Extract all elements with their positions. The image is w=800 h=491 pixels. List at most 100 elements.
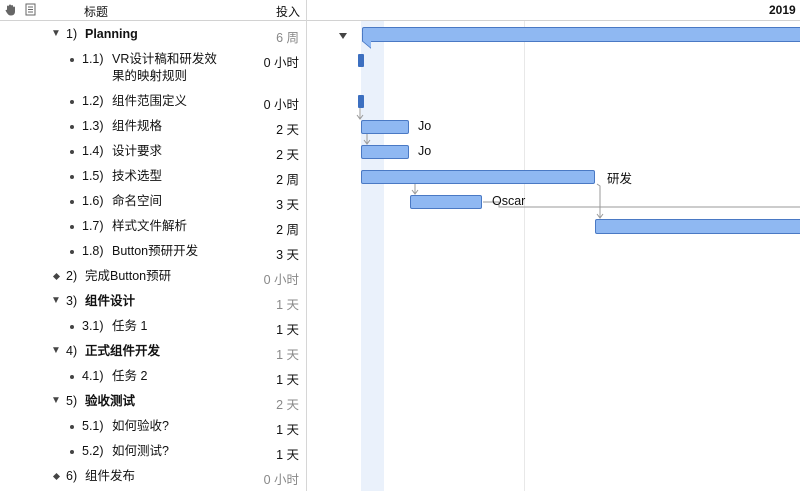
outline-task-row[interactable]: 1.5) 技术选型 2 周 [0,168,306,190]
outline-task-row[interactable]: 1.1) VR设计稿和研发效 果的映射规则 0 小时 [0,51,306,83]
outline-title[interactable]: 完成Button预研 [85,269,172,283]
outline-title-line: VR设计稿和研发效 [112,52,217,66]
outline-panel [0,21,306,491]
outline-group-row[interactable]: ▼ 1) Planning 6 周 [0,26,306,48]
outline-number: 4) [66,344,78,358]
task-bullet-icon [70,375,74,379]
gantt-milestone-1-2[interactable] [358,95,364,108]
connector-1-5-to-1-7 [596,183,604,219]
outline-group-row[interactable]: ▼ 4) 正式组件开发 1 天 [0,343,306,365]
outline-effort[interactable]: 0 小时 [263,473,299,487]
outline-title[interactable]: 技术选型 [112,169,163,183]
outline-effort[interactable]: 1 天 [276,298,299,312]
outline-task-row[interactable]: 1.4) 设计要求 2 天 [0,143,306,165]
timeline-gridline [524,21,525,491]
outline-title[interactable]: 任务 1 [112,319,148,333]
outline-title[interactable]: 如何验收? [112,419,169,433]
gantt-resource-label: Jo [418,119,432,133]
outline-task-row[interactable]: 3.1) 任务 1 1 天 [0,318,306,340]
outline-effort[interactable]: 2 天 [276,123,299,137]
column-header-title[interactable]: 标题 [84,5,109,19]
outline-title[interactable]: 验收测试 [85,394,136,408]
outline-effort[interactable]: 3 天 [276,248,299,262]
outline-title[interactable]: 正式组件开发 [85,344,161,358]
outline-title[interactable]: VR设计稿和研发效 果的映射规则 [112,51,217,85]
gantt-connectors [339,33,800,219]
outline-effort[interactable]: 1 天 [276,373,299,387]
connector-1-3-to-1-4 [363,133,371,145]
outline-effort[interactable]: 2 天 [276,398,299,412]
outline-task-row[interactable]: 4.1) 任务 2 1 天 [0,368,306,390]
outline-title[interactable]: Planning [85,27,138,41]
column-header-effort[interactable]: 投入 [276,5,301,19]
outline-title[interactable]: 命名空间 [112,194,163,208]
gantt-bar-1-4[interactable] [361,145,409,159]
disclosure-triangle-icon[interactable]: ▼ [51,345,61,356]
gantt-summary-bar-planning[interactable] [362,27,800,42]
outline-effort[interactable]: 2 周 [276,223,299,237]
outline-effort[interactable]: 0 小时 [263,273,299,287]
gantt-resource-label: Jo [418,144,432,158]
outline-title[interactable]: 任务 2 [112,369,148,383]
gantt-resource-label: Oscar [492,194,526,208]
outline-effort[interactable]: 1 天 [276,448,299,462]
outline-effort[interactable]: 1 天 [276,348,299,362]
hand-icon[interactable] [4,3,17,16]
outline-title[interactable]: 组件发布 [85,469,136,483]
outline-effort[interactable]: 2 天 [276,148,299,162]
outline-number: 1.8) [82,244,104,258]
note-icon[interactable] [24,3,37,16]
gantt-milestone-1-1[interactable] [358,54,364,67]
outline-effort[interactable]: 6 周 [276,31,299,45]
gantt-bar-1-6[interactable] [410,195,482,209]
outline-number: 1.6) [82,194,104,208]
outline-number: 2) [66,269,78,283]
outline-number: 4.1) [82,369,104,383]
milestone-diamond-icon [52,472,61,481]
outline-title[interactable]: Button预研开发 [112,244,199,258]
outline-effort[interactable]: 0 小时 [263,98,299,112]
outline-title[interactable]: 组件范围定义 [112,94,188,108]
outline-number: 3.1) [82,319,104,333]
outline-number: 5) [66,394,78,408]
disclosure-triangle-icon[interactable]: ▼ [51,28,61,39]
outline-milestone-row[interactable]: 2) 完成Button预研 0 小时 [0,268,306,290]
outline-title[interactable]: 如何测试? [112,444,169,458]
gantt-resource-label: 研发 [607,172,633,186]
gantt-bar-1-5[interactable] [361,170,595,184]
outline-number: 1.7) [82,219,104,233]
panel-divider[interactable] [306,0,307,491]
disclosure-triangle-icon[interactable]: ▼ [51,395,61,406]
outline-effort[interactable]: 1 天 [276,323,299,337]
outline-number: 3) [66,294,78,308]
outline-number: 5.2) [82,444,104,458]
task-bullet-icon [70,200,74,204]
task-bullet-icon [70,250,74,254]
outline-task-row[interactable]: 1.7) 样式文件解析 2 周 [0,218,306,240]
outline-effort[interactable]: 2 周 [276,173,299,187]
task-bullet-icon [70,425,74,429]
outline-number: 6) [66,469,78,483]
outline-task-row[interactable]: 1.8) Button预研开发 3 天 [0,243,306,265]
outline-title[interactable]: 组件设计 [85,294,136,308]
outline-group-row[interactable]: ▼ 5) 验收测试 2 天 [0,393,306,415]
gantt-bar-1-3[interactable] [361,120,409,134]
outline-group-row[interactable]: ▼ 3) 组件设计 1 天 [0,293,306,315]
outline-number: 1.1) [82,52,104,66]
outline-number: 1.2) [82,94,104,108]
outline-title[interactable]: 组件规格 [112,119,163,133]
outline-task-row[interactable]: 5.2) 如何测试? 1 天 [0,443,306,465]
outline-task-row[interactable]: 1.3) 组件规格 2 天 [0,118,306,140]
outline-task-row[interactable]: 5.1) 如何验收? 1 天 [0,418,306,440]
outline-effort[interactable]: 3 天 [276,198,299,212]
outline-task-row[interactable]: 1.2) 组件范围定义 0 小时 [0,93,306,115]
outline-effort[interactable]: 1 天 [276,423,299,437]
outline-title[interactable]: 样式文件解析 [112,219,188,233]
outline-title[interactable]: 设计要求 [112,144,163,158]
outline-milestone-row[interactable]: 6) 组件发布 0 小时 [0,468,306,490]
outline-effort[interactable]: 0 小时 [263,56,299,70]
milestone-diamond-icon [52,272,61,281]
gantt-bar-1-7[interactable] [595,219,800,234]
outline-task-row[interactable]: 1.6) 命名空间 3 天 [0,193,306,215]
disclosure-triangle-icon[interactable]: ▼ [51,295,61,306]
